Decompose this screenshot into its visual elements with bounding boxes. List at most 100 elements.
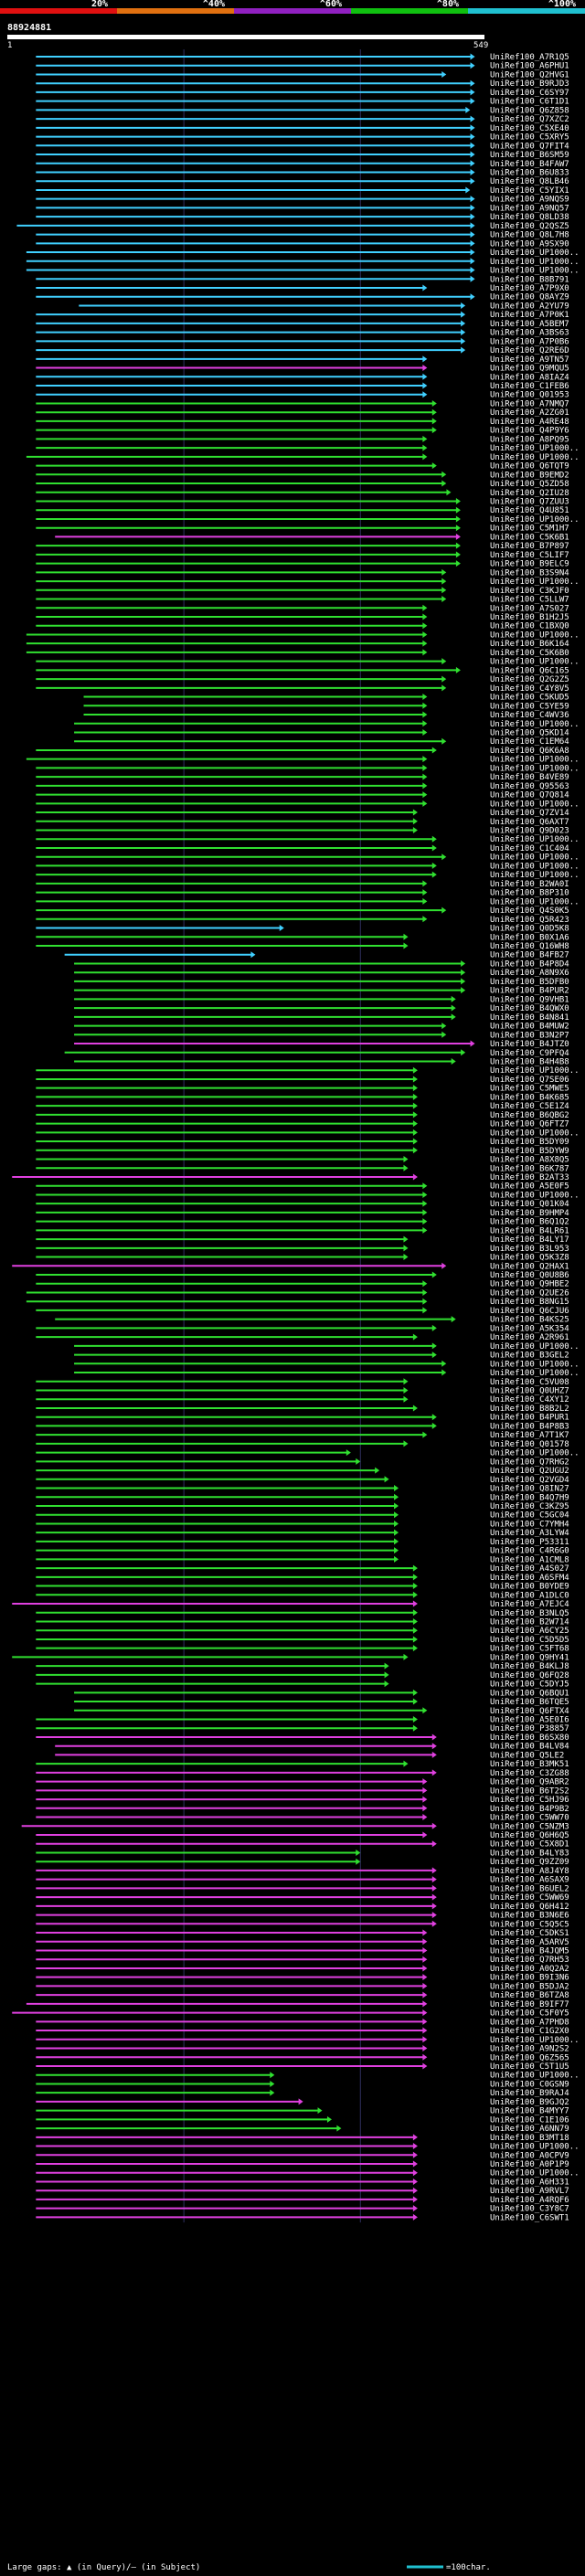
hit-row[interactable]: UniRef100_Q5R423: [36, 916, 569, 925]
hit-row[interactable]: UniRef100_B3GEL2: [74, 1352, 569, 1361]
hit-label[interactable]: UniRef100_UP1000..: [490, 249, 580, 258]
hit-row[interactable]: UniRef100_UP1000..: [36, 1066, 580, 1076]
hit-row[interactable]: UniRef100_B3S9N4: [36, 568, 569, 578]
hit-row[interactable]: UniRef100_A7R1Q5: [36, 53, 569, 62]
hit-label[interactable]: UniRef100_Q7RH53: [490, 1956, 569, 1965]
hit-label[interactable]: UniRef100_C5K6B1: [490, 533, 569, 542]
hit-label[interactable]: UniRef100_B8NG15: [490, 1298, 569, 1307]
hit-row[interactable]: UniRef100_Q01K04: [36, 1200, 569, 1209]
hit-row[interactable]: UniRef100_Q4P9Y6: [36, 427, 569, 436]
hit-row[interactable]: UniRef100_Q7RHG2: [36, 1458, 569, 1467]
hit-label[interactable]: UniRef100_Q7ZV14: [490, 809, 569, 818]
hit-row[interactable]: UniRef100_B5DJA2: [36, 1982, 569, 1991]
hit-label[interactable]: UniRef100_C5F0Y5: [490, 2009, 569, 2019]
hit-row[interactable]: UniRef100_Q0U8B6: [36, 1271, 569, 1280]
hit-row[interactable]: UniRef100_A5BEM7: [36, 320, 569, 329]
hit-row[interactable]: UniRef100_Q5LE2: [55, 1751, 564, 1760]
hit-label[interactable]: UniRef100_B4MYY7: [490, 2107, 569, 2116]
hit-label[interactable]: UniRef100_C5XRY5: [490, 133, 569, 143]
hit-row[interactable]: UniRef100_A7T1K7: [36, 1431, 569, 1440]
hit-row[interactable]: UniRef100_Q6FTZ7: [36, 1120, 569, 1129]
hit-label[interactable]: UniRef100_UP1000..: [490, 756, 580, 765]
hit-label[interactable]: UniRef100_Q4U851: [490, 506, 569, 515]
hit-label[interactable]: UniRef100_Q2HAX1: [490, 1262, 569, 1271]
hit-row[interactable]: UniRef100_A8IAZ4: [36, 373, 569, 382]
hit-row[interactable]: UniRef100_B4LY83: [36, 1849, 569, 1858]
hit-label[interactable]: UniRef100_B9GJQ2: [490, 2098, 569, 2107]
hit-label[interactable]: UniRef100_Q8L7H8: [490, 231, 569, 240]
hit-label[interactable]: UniRef100_A9TN57: [490, 355, 569, 365]
hit-row[interactable]: UniRef100_C5FT68: [36, 1645, 569, 1654]
hit-row[interactable]: UniRef100_B8B791: [36, 275, 569, 284]
hit-row[interactable]: UniRef100_A0Q2A2: [36, 1965, 569, 1974]
hit-label[interactable]: UniRef100_Q2UGU2: [490, 1467, 569, 1476]
hit-row[interactable]: UniRef100_B6TQE5: [74, 1698, 569, 1707]
hit-row[interactable]: UniRef100_C5WW70: [36, 1814, 569, 1823]
hit-row[interactable]: UniRef100_A9N2S2: [36, 2045, 569, 2054]
hit-row[interactable]: UniRef100_Q6Z858: [36, 106, 569, 115]
hit-row[interactable]: UniRef100_A5E0I6: [36, 1716, 569, 1725]
hit-label[interactable]: UniRef100_UP1000..: [490, 897, 580, 906]
hit-label[interactable]: UniRef100_C3ZG88: [490, 1769, 569, 1778]
hit-label[interactable]: UniRef100_B2W714: [490, 1617, 569, 1627]
hit-row[interactable]: UniRef100_Q6FQ28: [36, 1671, 569, 1680]
hit-label[interactable]: UniRef100_Q9D023: [490, 827, 569, 836]
hit-label[interactable]: UniRef100_A3BS63: [490, 329, 569, 338]
hit-label[interactable]: UniRef100_B4KS25: [490, 1316, 569, 1325]
hit-row[interactable]: UniRef100_Q6AXT7: [36, 818, 569, 827]
hit-label[interactable]: UniRef100_P38857: [490, 1724, 569, 1733]
hit-row[interactable]: UniRef100_C5XRY5: [36, 133, 569, 143]
hit-row[interactable]: UniRef100_UP1000..: [74, 1369, 580, 1378]
hit-row[interactable]: UniRef100_C3Y8C7: [36, 2205, 569, 2214]
hit-label[interactable]: UniRef100_A2ZG01: [490, 408, 569, 418]
hit-label[interactable]: UniRef100_Q6C165: [490, 666, 569, 675]
hit-row[interactable]: UniRef100_A6SFM4: [36, 1574, 569, 1583]
hit-label[interactable]: UniRef100_A7P9X0: [490, 284, 569, 293]
hit-label[interactable]: UniRef100_Q01K04: [490, 1200, 569, 1209]
hit-label[interactable]: UniRef100_C6SY97: [490, 89, 569, 98]
hit-label[interactable]: UniRef100_Q7FIT4: [490, 142, 569, 151]
hit-label[interactable]: UniRef100_B1H2J5: [490, 613, 569, 622]
hit-row[interactable]: UniRef100_B4KS25: [55, 1316, 569, 1325]
hit-row[interactable]: UniRef100_B6SM59: [36, 151, 569, 160]
hit-label[interactable]: UniRef100_Q6H412: [490, 1903, 569, 1912]
hit-label[interactable]: UniRef100_B8B791: [490, 275, 569, 284]
hit-row[interactable]: UniRef100_C4Y8V5: [36, 684, 569, 694]
hit-label[interactable]: UniRef100_UP1000..: [490, 2169, 580, 2178]
hit-label[interactable]: UniRef100_B6Q1Q2: [490, 1218, 569, 1227]
hit-label[interactable]: UniRef100_Q5R423: [490, 916, 569, 925]
hit-label[interactable]: UniRef100_UP1000..: [490, 267, 580, 276]
hit-row[interactable]: UniRef100_A6CY25: [36, 1627, 569, 1636]
hit-row[interactable]: UniRef100_Q9D023: [36, 827, 569, 836]
hit-row[interactable]: UniRef100_Q5K3Z8: [36, 1254, 569, 1263]
hit-label[interactable]: UniRef100_A0Q2A2: [490, 1965, 569, 1974]
hit-label[interactable]: UniRef100_B8B2L2: [490, 1405, 569, 1414]
hit-label[interactable]: UniRef100_C5VU08: [490, 1378, 569, 1387]
hit-label[interactable]: UniRef100_C3Y8C7: [490, 2205, 569, 2214]
hit-label[interactable]: UniRef100_C5Q5C5: [490, 1920, 569, 1929]
hit-label[interactable]: UniRef100_B4LY83: [490, 1849, 569, 1858]
hit-row[interactable]: UniRef100_C6SY97: [36, 89, 569, 98]
hit-label[interactable]: UniRef100_A5BEM7: [490, 320, 569, 329]
hit-row[interactable]: UniRef100_B6Q1Q2: [36, 1218, 569, 1227]
hit-label[interactable]: UniRef100_A6PHU1: [490, 62, 569, 71]
hit-label[interactable]: UniRef100_UP1000..: [490, 453, 580, 462]
hit-label[interactable]: UniRef100_B4FAW7: [490, 160, 569, 169]
hit-label[interactable]: UniRef100_Q9ZZ09: [490, 1858, 569, 1867]
hit-row[interactable]: UniRef100_A9TN57: [36, 355, 569, 365]
hit-row[interactable]: UniRef100_B4QWX0: [74, 1004, 569, 1013]
hit-label[interactable]: UniRef100_B4P8D4: [490, 959, 569, 969]
hit-label[interactable]: UniRef100_B3MT18: [490, 2134, 569, 2143]
hit-row[interactable]: UniRef100_UP1000..: [36, 2143, 580, 2152]
hit-label[interactable]: UniRef100_A6SFM4: [490, 1574, 569, 1583]
hit-row[interactable]: UniRef100_B9GJQ2: [36, 2098, 569, 2107]
hit-label[interactable]: UniRef100_A4S027: [490, 1564, 569, 1574]
hit-label[interactable]: UniRef100_Q7RHG2: [490, 1458, 569, 1467]
hit-label[interactable]: UniRef100_Q7XZC2: [490, 115, 569, 124]
hit-row[interactable]: UniRef100_UP1000..: [74, 1360, 580, 1369]
hit-row[interactable]: UniRef100_A0CPV9: [36, 2151, 569, 2160]
hit-label[interactable]: UniRef100_Q7Q814: [490, 791, 569, 800]
hit-row[interactable]: UniRef100_C5LLW7: [36, 596, 569, 605]
hit-row[interactable]: UniRef100_B8B2L2: [36, 1405, 569, 1414]
hit-label[interactable]: UniRef100_A8X8Q5: [490, 1156, 569, 1165]
